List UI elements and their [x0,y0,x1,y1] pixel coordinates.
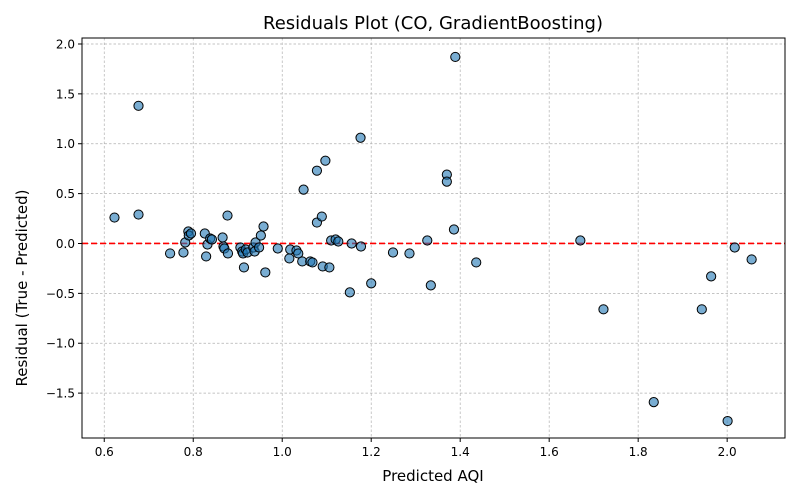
y-tick-label: 0.0 [56,237,75,251]
scatter-point [311,165,323,176]
chart-title: Residuals Plot (CO, GradientBoosting) [263,13,603,34]
scatter-point [260,267,271,278]
scatter-point [729,242,740,253]
scatter-point [201,251,212,262]
grid-lines [82,38,785,438]
y-axis-ticks: −1.5 −1.0 −0.5 0.0 0.5 1.0 1.5 2.0 [46,37,82,401]
x-tick-label: 1.6 [540,445,559,459]
scatter-point [133,100,144,111]
scatter-point [298,184,309,195]
scatter-point [133,209,144,220]
scatter-point [109,212,120,223]
x-tick-label: 1.8 [629,445,648,459]
scatter-point [450,51,461,63]
scatter-point [222,210,233,221]
scatter-point [320,155,331,166]
scatter-point [255,230,266,241]
y-tick-label: −1.5 [46,387,75,401]
scatter-point [206,234,218,245]
scatter-point [293,248,304,259]
y-tick-label: −1.0 [46,337,75,351]
scatter-point [333,236,344,247]
scatter-point [316,211,327,222]
scatter-point [178,247,189,258]
scatter-point [722,415,733,427]
scatter-point [387,247,399,258]
x-tick-label: 2.0 [718,445,737,459]
scatter-point [185,228,197,239]
scatter-point [324,262,335,273]
scatter-point [448,224,460,235]
scatter-point [471,257,482,268]
y-tick-label: 2.0 [56,37,75,51]
scatter-point [258,221,269,232]
scatter-point [344,287,355,298]
x-axis-ticks: 0.6 0.8 1.0 1.2 1.4 1.6 1.8 2.0 [95,438,737,459]
scatter-point [222,248,234,259]
scatter-point [404,248,415,259]
y-tick-label: 1.0 [56,137,75,151]
scatter-point [706,271,717,282]
scatter-point [696,304,707,315]
y-tick-label: −0.5 [46,287,75,301]
y-axis-label: Residual (True - Predicted) [13,189,31,386]
scatter-points [109,51,757,427]
y-tick-label: 1.5 [56,87,75,101]
scatter-point [284,253,295,264]
x-axis-label: Predicted AQI [382,467,483,485]
scatter-point [164,248,176,259]
scatter-point [441,176,452,187]
scatter-point [253,242,265,253]
scatter-point [575,235,586,246]
scatter-point [746,254,757,265]
scatter-point [598,304,609,315]
x-tick-label: 0.6 [95,445,114,459]
scatter-point [217,232,228,243]
x-tick-label: 1.2 [362,445,381,459]
x-tick-label: 1.4 [451,445,470,459]
scatter-point [422,235,433,246]
scatter-point [238,262,250,273]
x-tick-label: 1.0 [273,445,292,459]
scatter-point [425,280,436,291]
scatter-point [366,278,377,289]
scatter-point [355,241,367,252]
y-tick-label: 0.5 [56,187,75,201]
scatter-point [355,132,366,143]
scatter-point [307,257,318,268]
x-tick-label: 0.8 [184,445,203,459]
axes-frame [81,37,786,439]
scatter-point [648,396,659,408]
scatter-point [272,243,283,254]
scatter-point [346,238,357,249]
